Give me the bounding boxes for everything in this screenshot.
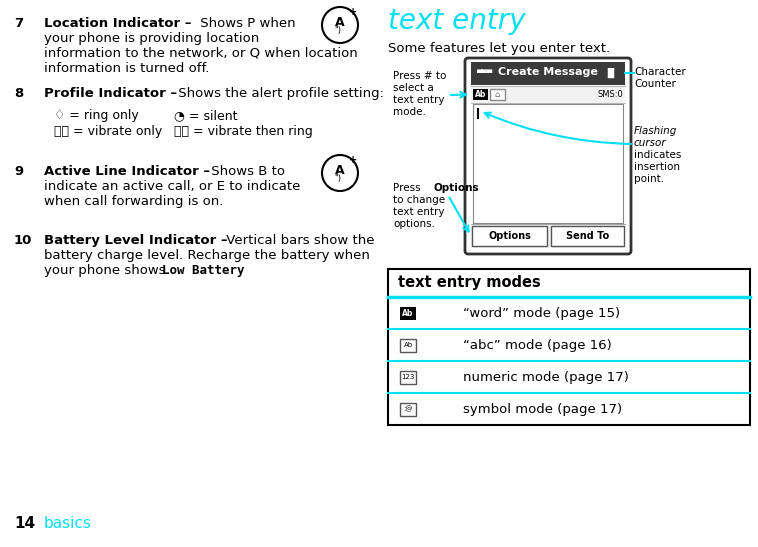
Text: 123: 123 (401, 374, 415, 380)
Text: +: + (349, 155, 357, 165)
Text: Ab: Ab (475, 90, 486, 99)
Text: Flashing: Flashing (634, 126, 678, 136)
Text: Options: Options (488, 231, 531, 241)
Bar (473, 89, 488, 100)
Text: Ⓐⓓ = vibrate only: Ⓐⓓ = vibrate only (54, 125, 162, 138)
Text: text entry: text entry (393, 207, 444, 217)
Text: Battery Level Indicator –: Battery Level Indicator – (44, 234, 227, 247)
Text: information is turned off.: information is turned off. (44, 62, 209, 75)
Text: battery charge level. Recharge the battery when: battery charge level. Recharge the batte… (44, 249, 370, 262)
Text: 7: 7 (14, 17, 23, 30)
Text: text entry: text entry (393, 95, 444, 105)
Text: to change: to change (393, 195, 445, 205)
Text: 9: 9 (14, 165, 23, 178)
Text: 8: 8 (14, 87, 23, 100)
Text: +: + (349, 7, 357, 17)
Text: 14: 14 (14, 516, 35, 531)
Text: 10: 10 (14, 234, 33, 247)
Text: SMS:0: SMS:0 (597, 90, 623, 99)
Text: ◔ = silent: ◔ = silent (174, 109, 237, 122)
Text: :@: :@ (403, 406, 412, 412)
Text: Some features let you enter text.: Some features let you enter text. (388, 42, 610, 55)
Text: “word” mode (page 15): “word” mode (page 15) (463, 306, 620, 319)
Bar (400, 370, 416, 383)
Text: ⌂: ⌂ (495, 90, 500, 99)
Bar (400, 306, 416, 319)
Text: Options: Options (433, 183, 478, 193)
Text: ♢ = ring only: ♢ = ring only (54, 109, 139, 122)
Text: cursor: cursor (634, 138, 666, 148)
Text: .: . (239, 264, 243, 277)
Text: indicates: indicates (634, 150, 681, 160)
Text: "): ") (334, 26, 342, 34)
Text: “abc” mode (page 16): “abc” mode (page 16) (463, 339, 612, 352)
Text: Shows P when: Shows P when (196, 17, 296, 30)
Text: "): ") (334, 173, 342, 183)
Bar (551, 226, 624, 246)
Text: text entry modes: text entry modes (398, 276, 540, 290)
Bar (471, 62, 625, 85)
Bar (471, 224, 625, 248)
Text: Shows B to: Shows B to (207, 165, 285, 178)
Bar (472, 226, 547, 246)
Text: Vertical bars show the: Vertical bars show the (222, 234, 374, 247)
Bar (471, 86, 625, 103)
Text: Character: Character (634, 67, 686, 77)
Text: numeric mode (page 17): numeric mode (page 17) (463, 370, 629, 383)
Text: Ab: Ab (403, 342, 412, 348)
Bar (490, 89, 505, 100)
Text: basics: basics (44, 516, 92, 531)
Bar (473, 104, 623, 223)
Text: text entry: text entry (388, 7, 525, 35)
Text: Ab: Ab (402, 309, 414, 317)
Text: Create Message: Create Message (498, 67, 598, 77)
Text: Press # to: Press # to (393, 71, 446, 81)
Text: A: A (335, 164, 345, 177)
Text: symbol mode (page 17): symbol mode (page 17) (463, 403, 622, 416)
Text: select a: select a (393, 83, 434, 93)
Text: Press: Press (393, 183, 427, 193)
Text: Ⓐⓓ = vibrate then ring: Ⓐⓓ = vibrate then ring (174, 125, 313, 138)
Bar (400, 403, 416, 416)
Text: when call forwarding is on.: when call forwarding is on. (44, 195, 224, 208)
Text: information to the network, or Q when location: information to the network, or Q when lo… (44, 47, 358, 60)
Text: options.: options. (393, 219, 435, 229)
Text: ▐▌: ▐▌ (603, 68, 618, 78)
Text: Low Battery: Low Battery (162, 264, 245, 277)
Text: ▀▀▀: ▀▀▀ (476, 70, 492, 76)
FancyBboxPatch shape (465, 58, 631, 254)
Text: Active Line Indicator –: Active Line Indicator – (44, 165, 210, 178)
Bar (388, 269, 750, 425)
Text: indicate an active call, or E to indicate: indicate an active call, or E to indicat… (44, 180, 300, 193)
Bar (400, 339, 416, 352)
Text: your phone is providing location: your phone is providing location (44, 32, 259, 45)
Text: Profile Indicator –: Profile Indicator – (44, 87, 177, 100)
Text: your phone shows: your phone shows (44, 264, 170, 277)
Text: insertion: insertion (634, 162, 680, 172)
Text: Counter: Counter (634, 79, 676, 89)
Text: Shows the alert profile setting:: Shows the alert profile setting: (174, 87, 384, 100)
Text: Send To: Send To (566, 231, 609, 241)
Text: A: A (335, 15, 345, 28)
Text: Location Indicator –: Location Indicator – (44, 17, 192, 30)
Text: point.: point. (634, 174, 664, 184)
Text: mode.: mode. (393, 107, 426, 117)
